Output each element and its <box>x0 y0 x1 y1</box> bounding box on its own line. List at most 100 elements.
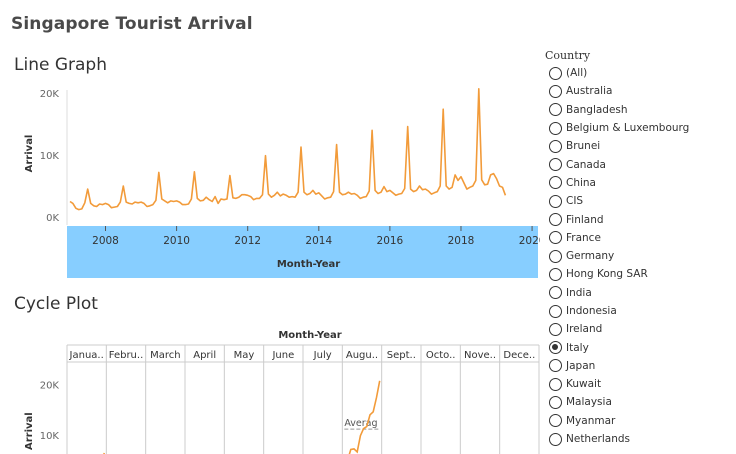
filter-option-label: Brunei <box>566 140 601 153</box>
cycle-month-header: May <box>234 350 255 361</box>
filter-option[interactable]: Australia <box>545 82 736 100</box>
radio-icon[interactable] <box>549 66 562 80</box>
filter-option[interactable]: Bangladesh <box>545 101 736 119</box>
radio-icon[interactable] <box>549 267 562 281</box>
radio-icon[interactable] <box>549 103 562 117</box>
filter-options-list: (All) Australia Bangladesh Belgium & Luxemb… <box>545 64 736 448</box>
cycle-month-header: July <box>313 350 332 361</box>
radio-icon[interactable] <box>549 286 562 300</box>
filter-option[interactable]: Canada <box>545 155 736 173</box>
filter-option[interactable]: Netherlands <box>545 430 736 448</box>
cycle-y-tick-label: 10K <box>40 431 60 442</box>
radio-selected-icon[interactable] <box>549 341 562 355</box>
radio-icon[interactable] <box>549 395 562 409</box>
radio-icon[interactable] <box>549 158 562 172</box>
cycle-plot-title: Cycle Plot <box>14 294 98 314</box>
radio-icon[interactable] <box>549 213 562 227</box>
y-axis-label: Arrival <box>24 135 35 173</box>
cycle-y-tick-label: 20K <box>40 380 60 391</box>
cycle-month-header: April <box>193 350 216 361</box>
filter-option[interactable]: China <box>545 174 736 192</box>
x-tick-label: 2008 <box>92 235 119 247</box>
filter-option[interactable]: Malaysia <box>545 393 736 411</box>
cycle-month-header: Janua.. <box>69 350 104 361</box>
filter-option[interactable]: Italy <box>545 338 736 356</box>
filter-option[interactable]: Japan <box>545 357 736 375</box>
radio-icon[interactable] <box>549 176 562 190</box>
arrival-series-line <box>69 88 507 211</box>
cycle-month-header: Dece.. <box>503 350 535 361</box>
filter-option[interactable]: Ireland <box>545 320 736 338</box>
filter-option-label: Australia <box>566 85 613 98</box>
x-axis-band <box>67 226 538 278</box>
cycle-series-line <box>348 380 381 454</box>
radio-icon[interactable] <box>549 414 562 428</box>
filter-option-label: Malaysia <box>566 396 612 409</box>
cycle-month-header: Augu.. <box>346 350 378 361</box>
line-graph-chart[interactable]: 0K 10K 20K Arrival 2008 2010 2012 2014 2016 2018 2… <box>0 82 540 282</box>
filter-option-label: Hong Kong SAR <box>566 268 648 281</box>
radio-icon[interactable] <box>549 194 562 208</box>
cycle-average-label: Averag <box>344 418 377 429</box>
filter-option-label: (All) <box>566 67 588 80</box>
radio-icon[interactable] <box>549 121 562 135</box>
filter-option-label: Germany <box>566 250 615 263</box>
filter-option-label: Finland <box>566 213 604 226</box>
x-tick-label: 2014 <box>305 235 332 247</box>
filter-option-label: Kuwait <box>566 378 602 391</box>
x-tick-label: 2018 <box>448 235 475 247</box>
x-tick-label: 2012 <box>234 235 261 247</box>
cycle-y-axis-label: Arrival <box>24 412 35 450</box>
line-graph-title: Line Graph <box>14 55 107 75</box>
cycle-month-header: Febru.. <box>109 350 144 361</box>
filter-option[interactable]: Myanmar <box>545 412 736 430</box>
radio-icon[interactable] <box>549 377 562 391</box>
x-tick-label: 2020 <box>519 235 540 247</box>
filter-option[interactable]: Indonesia <box>545 302 736 320</box>
filter-option-label: Canada <box>566 158 606 171</box>
country-filter[interactable]: Country (All) Australia Bangladesh Belgium … <box>545 47 736 448</box>
filter-option-label: Italy <box>566 341 589 354</box>
x-tick-label: 2016 <box>377 235 404 247</box>
filter-option[interactable]: (All) <box>545 64 736 82</box>
radio-icon[interactable] <box>549 304 562 318</box>
y-tick-label: 20K <box>40 89 60 100</box>
filter-option-label: Netherlands <box>566 433 631 446</box>
filter-option[interactable]: Kuwait <box>545 375 736 393</box>
y-tick-label: 10K <box>40 151 60 162</box>
filter-option-label: Japan <box>566 359 596 372</box>
cycle-month-header: Octo.. <box>426 350 456 361</box>
filter-option-label: Belgium & Luxembourg <box>566 122 690 135</box>
radio-icon[interactable] <box>549 84 562 98</box>
radio-icon[interactable] <box>549 231 562 245</box>
filter-option[interactable]: Hong Kong SAR <box>545 265 736 283</box>
filter-option[interactable]: Brunei <box>545 137 736 155</box>
filter-option[interactable]: CIS <box>545 192 736 210</box>
radio-icon[interactable] <box>549 322 562 336</box>
filter-title: Country <box>545 49 591 62</box>
filter-option[interactable]: India <box>545 284 736 302</box>
filter-option[interactable]: Germany <box>545 247 736 265</box>
radio-icon[interactable] <box>549 139 562 153</box>
filter-option-label: India <box>566 286 592 299</box>
radio-icon[interactable] <box>549 359 562 373</box>
filter-option-label: CIS <box>566 195 584 208</box>
cycle-month-header: March <box>150 350 180 361</box>
x-axis-label: Month-Year <box>277 259 340 270</box>
filter-option[interactable]: Finland <box>545 210 736 228</box>
filter-option-label: Bangladesh <box>566 103 628 116</box>
cycle-x-axis-label: Month-Year <box>278 330 341 341</box>
filter-option-label: Myanmar <box>566 414 616 427</box>
filter-option-label: France <box>566 231 601 244</box>
y-tick-label: 0K <box>46 213 59 224</box>
cycle-month-header: Sept.. <box>387 350 416 361</box>
filter-option[interactable]: France <box>545 229 736 247</box>
cycle-plot-chart[interactable]: Month-Year Janua.. Febru.. March April May Jun… <box>0 326 540 454</box>
filter-option-label: Indonesia <box>566 305 617 317</box>
radio-icon[interactable] <box>549 432 562 446</box>
radio-icon[interactable] <box>549 249 562 263</box>
x-tick-label: 2010 <box>163 235 190 247</box>
cycle-month-header: Nove.. <box>464 350 496 361</box>
filter-option[interactable]: Belgium & Luxembourg <box>545 119 736 137</box>
filter-option-label: Ireland <box>566 323 603 336</box>
